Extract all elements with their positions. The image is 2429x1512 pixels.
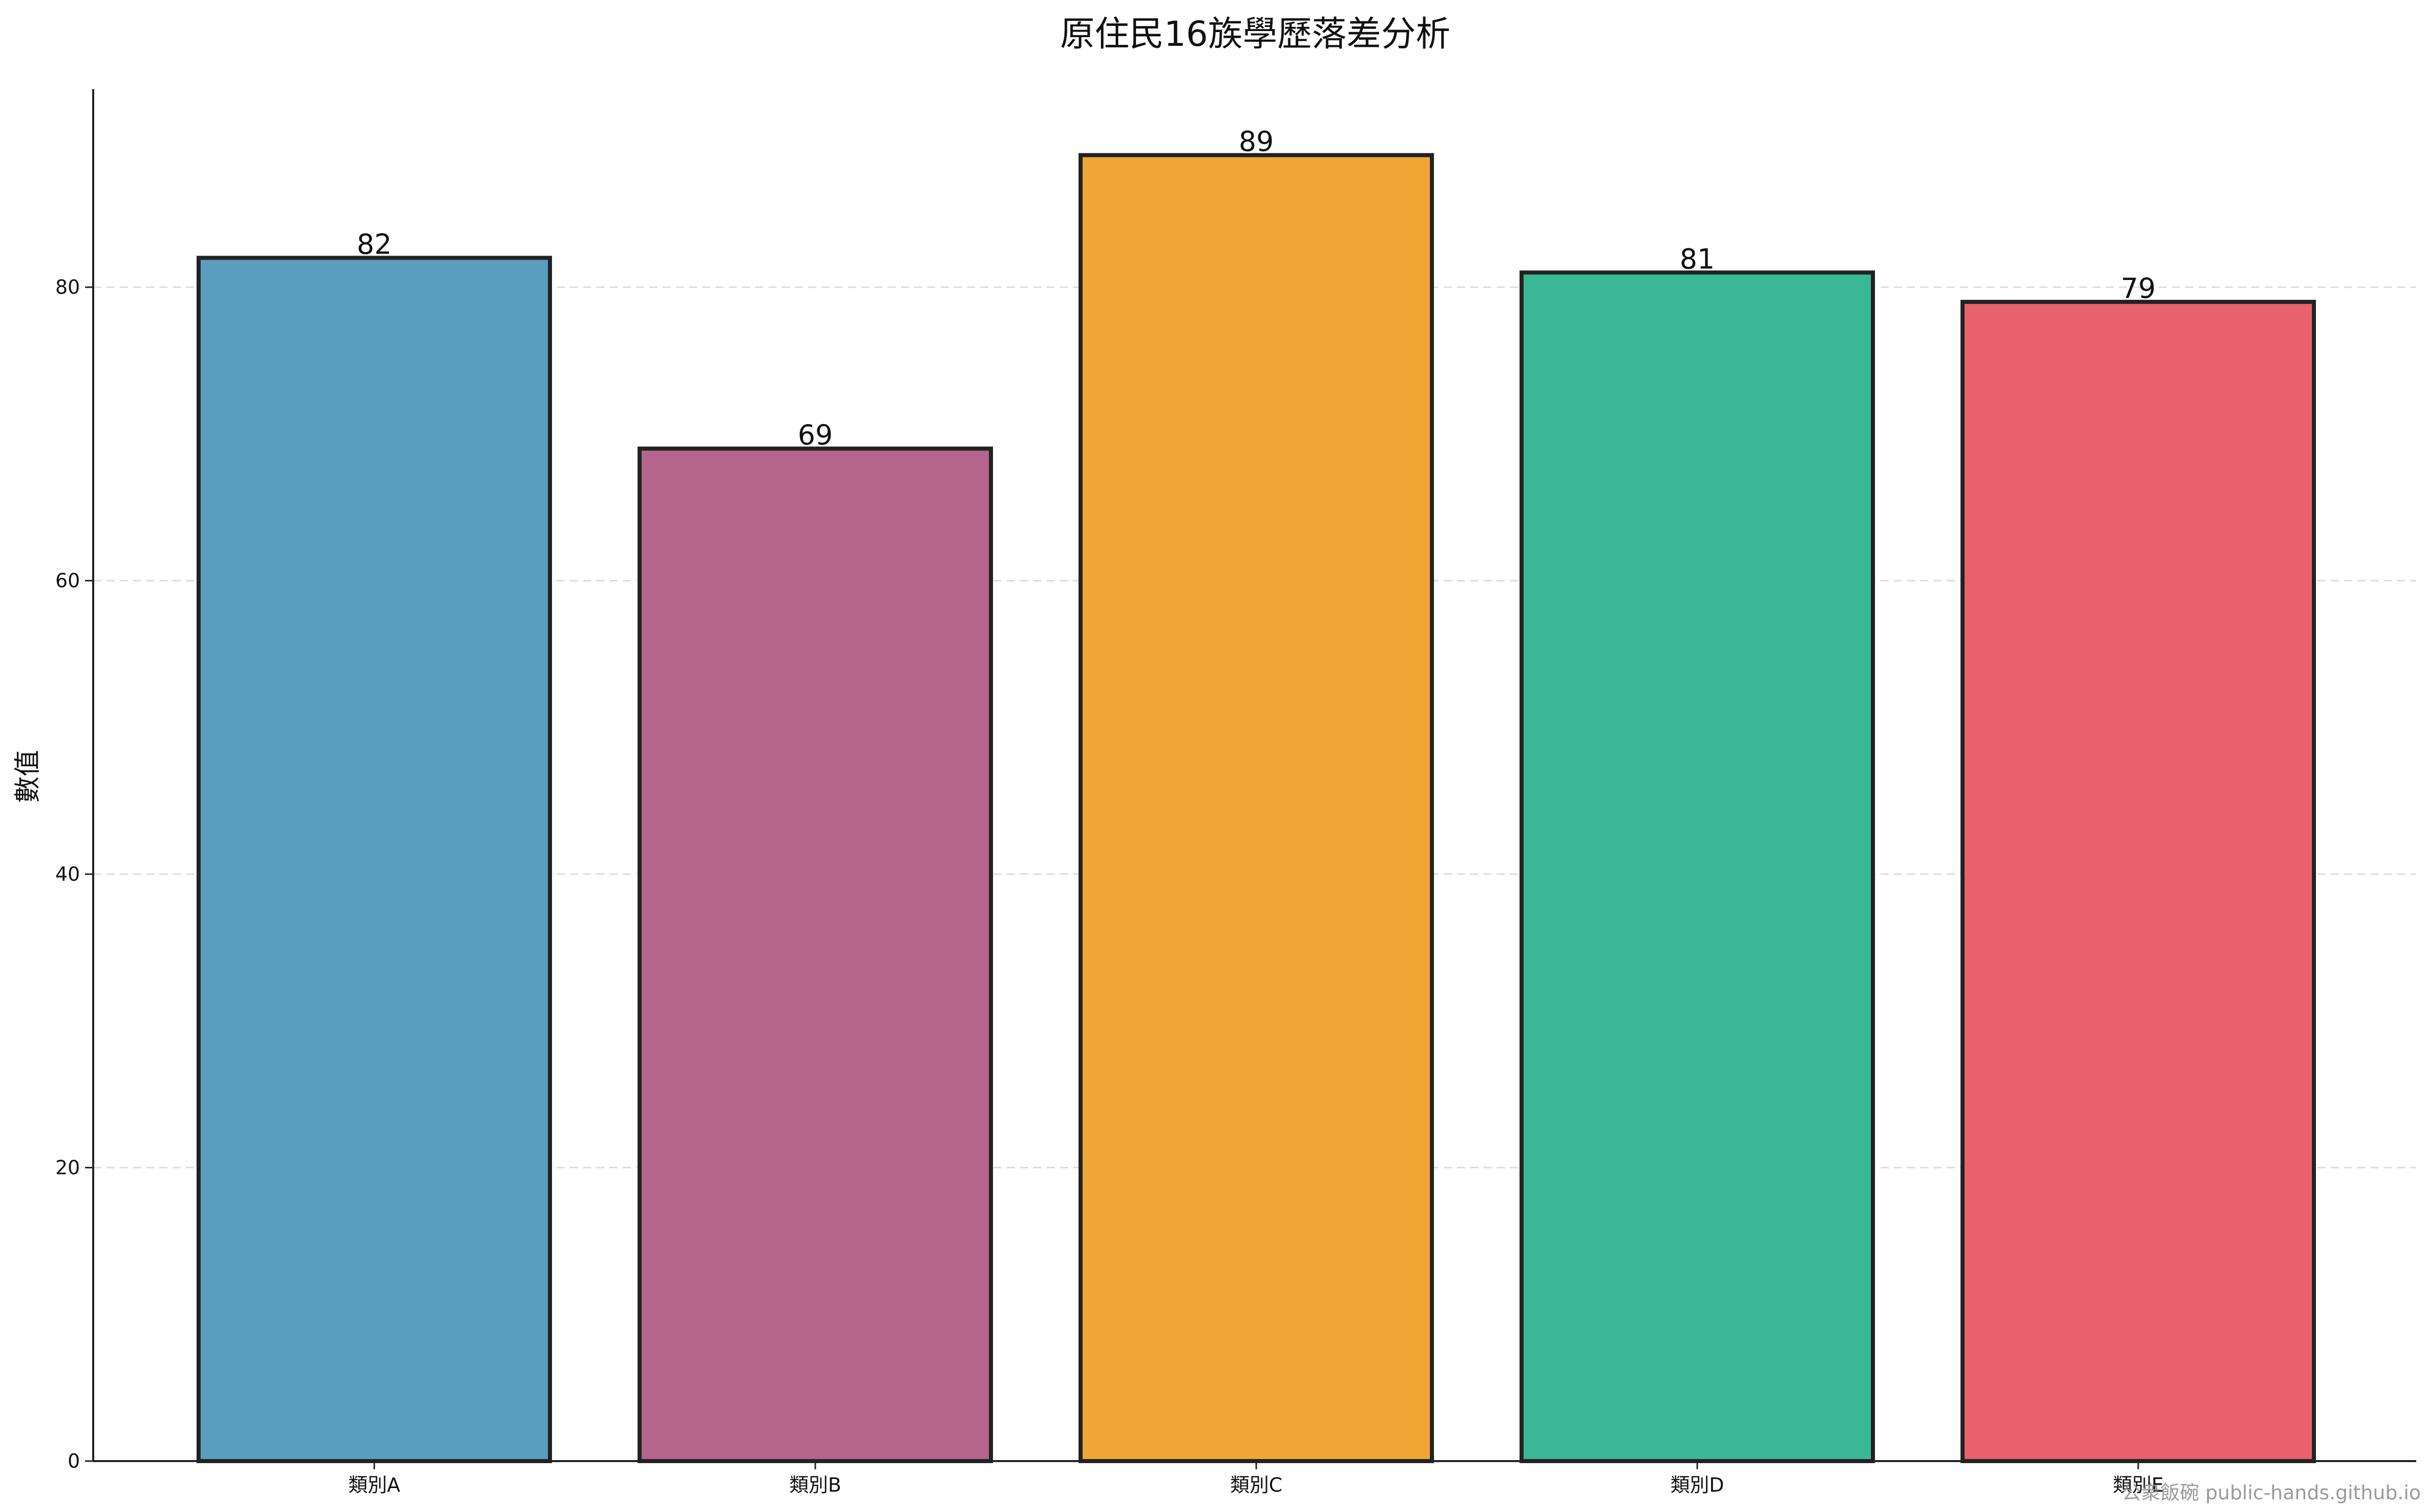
- watermark: 公衆飯碗 public-hands.github.io: [2121, 1481, 2421, 1504]
- x-tick-label: 類別D: [1670, 1474, 1724, 1496]
- bars: [197, 153, 2316, 1464]
- bar: [1961, 299, 2316, 1463]
- bar-value-label: 81: [1680, 243, 1715, 275]
- x-tick-label: 類別E: [2113, 1474, 2164, 1496]
- chart-title: 原住民16族學歷落差分析: [1060, 14, 1451, 54]
- y-tick-label: 40: [56, 863, 80, 885]
- bar: [197, 256, 552, 1463]
- y-tick-label: 60: [56, 570, 80, 592]
- x-tick-label: 類別B: [789, 1474, 841, 1496]
- y-tick-label: 20: [56, 1157, 80, 1179]
- bar: [1520, 270, 1875, 1463]
- bar-value-label: 82: [357, 228, 392, 260]
- bar: [638, 446, 993, 1463]
- y-tick-label: 0: [68, 1450, 80, 1472]
- bar: [1079, 153, 1434, 1464]
- x-tick-label: 類別A: [348, 1474, 400, 1496]
- x-tick-label: 類別C: [1230, 1474, 1283, 1496]
- y-axis-label: 數值: [13, 750, 43, 803]
- bar-value-label: 69: [798, 419, 833, 451]
- labels: 0 20 40 60 80 82 類別A 69 類別B 89 類別C 81 類別D 79 類別E: [56, 126, 2164, 1496]
- axes: [85, 89, 2416, 1469]
- y-tick-label: 80: [56, 276, 80, 298]
- bar-value-label: 79: [2121, 272, 2156, 304]
- bar-value-label: 89: [1239, 126, 1274, 158]
